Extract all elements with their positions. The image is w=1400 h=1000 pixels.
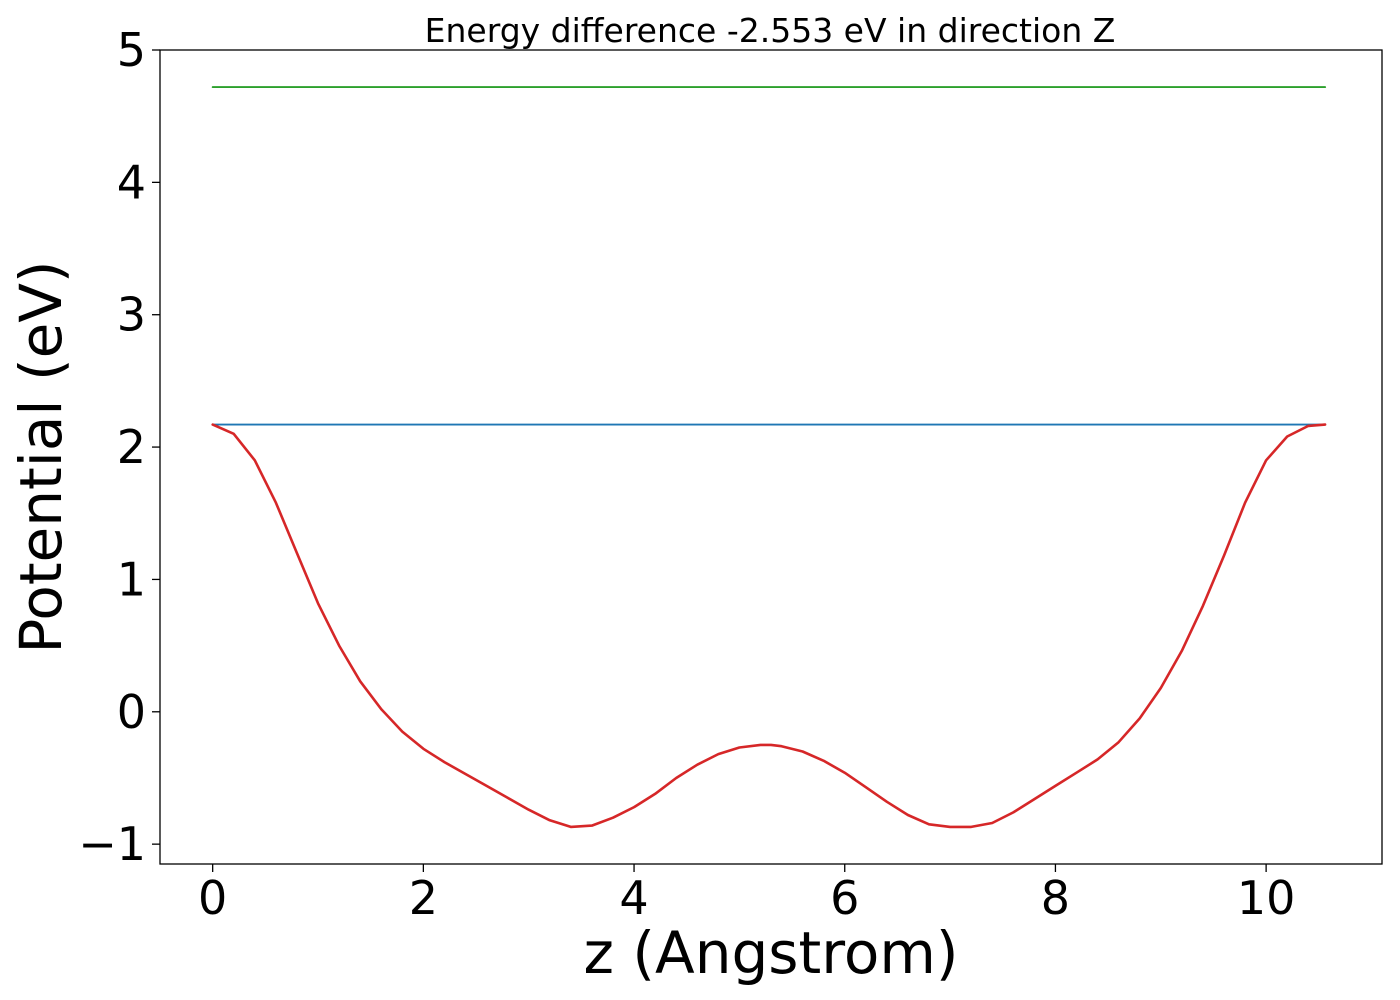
lines-layer — [211, 86, 1327, 829]
y-tick-label: 3 — [117, 288, 146, 342]
x-tick-label: 8 — [1041, 871, 1070, 925]
chart-title: Energy difference -2.553 eV in direction… — [425, 11, 1116, 50]
series-line-3 — [211, 423, 1327, 829]
y-axis-label: Potential (eV) — [7, 260, 75, 653]
x-tick-label: 2 — [409, 871, 438, 925]
y-tick-label: −1 — [78, 817, 146, 871]
x-tick-label: 6 — [830, 871, 859, 925]
y-tick-label: 4 — [117, 155, 146, 209]
y-tick-label: 1 — [117, 552, 146, 606]
x-tick-label: 10 — [1237, 871, 1296, 925]
y-tick-label: 2 — [117, 420, 146, 474]
plot-frame — [159, 49, 1383, 865]
x-axis-label: z (Angstrom) — [584, 919, 959, 987]
x-tick-label: 4 — [619, 871, 648, 925]
y-tick-label: 0 — [117, 685, 146, 739]
y-tick-label: 5 — [117, 23, 146, 77]
ticks-layer: 0 2 4 6 8 10 −1 0 1 2 3 4 5 — [78, 23, 1295, 925]
x-tick-label: 0 — [198, 871, 227, 925]
